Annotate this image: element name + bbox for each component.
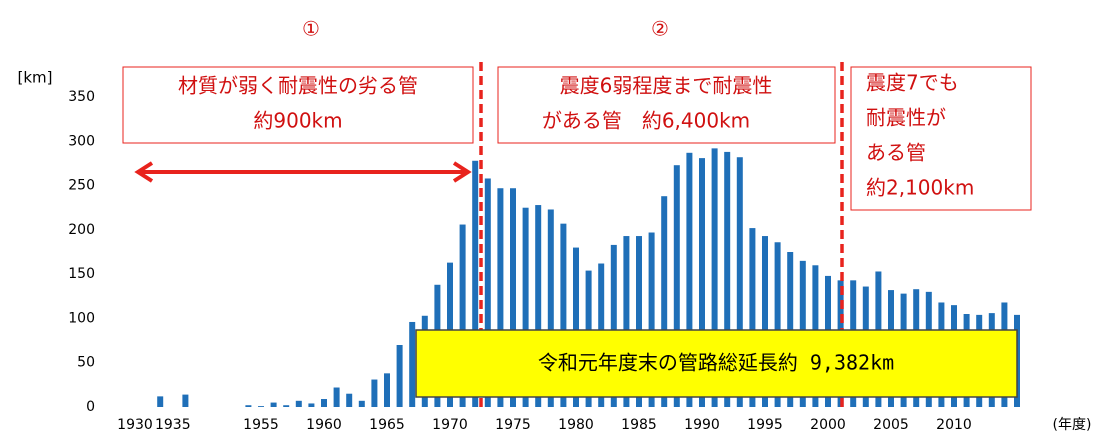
annotation-text: 材質が弱く耐震性の劣る管 — [178, 74, 418, 98]
annotation-text: 震度7でも — [866, 71, 959, 95]
x-tick-label: 1990 — [684, 417, 720, 433]
bar — [346, 393, 353, 407]
annotation-text: 約900km — [253, 109, 342, 133]
bar — [333, 387, 340, 407]
bar — [270, 402, 277, 407]
bar — [497, 188, 504, 407]
y-tick-label: 200 — [68, 222, 95, 238]
bar — [774, 242, 781, 407]
x-tick-label: 1955 — [243, 417, 279, 433]
annotation-box — [850, 66, 1032, 211]
annotation-box — [122, 66, 474, 144]
annotation-text: 耐震性が — [866, 106, 946, 130]
bar — [547, 209, 554, 407]
bar — [661, 196, 668, 407]
bar — [711, 148, 718, 407]
period-label: ② — [651, 17, 669, 41]
total-box — [415, 329, 1018, 398]
total-text: 令和元年度末の管路総延長約 9,382km — [538, 351, 894, 375]
bar — [358, 400, 365, 407]
bar — [736, 157, 743, 407]
x-tick-label: 1960 — [306, 417, 342, 433]
x-tick-label: 1980 — [558, 417, 594, 433]
y-unit: [km] — [17, 69, 52, 87]
x-tick-label: 1975 — [495, 417, 531, 433]
y-tick-label: 300 — [68, 133, 95, 149]
bar — [762, 236, 768, 407]
x-tick-label: 2005 — [873, 417, 909, 433]
bar — [157, 396, 164, 407]
x-tick-label: 2000 — [810, 417, 846, 433]
bar — [283, 405, 290, 407]
annotation-text: がある管 約6,400km — [542, 109, 750, 133]
bar — [510, 188, 516, 407]
y-tick-label: 100 — [68, 310, 95, 326]
x-tick-label: 1970 — [432, 417, 468, 433]
bar — [673, 165, 680, 407]
annotation-text: 震度6弱程度まで耐震性 — [560, 74, 773, 98]
bar — [535, 205, 542, 407]
bar — [308, 403, 315, 407]
bar — [371, 379, 378, 407]
y-tick-label: 350 — [68, 89, 95, 105]
annotation-text: ある管 — [866, 141, 926, 165]
bar — [610, 244, 617, 407]
bar — [724, 151, 731, 407]
bar — [522, 207, 529, 407]
bar — [384, 373, 390, 407]
bar — [258, 406, 264, 407]
bar — [573, 247, 579, 407]
period-label: ① — [302, 17, 320, 41]
bar — [560, 223, 567, 407]
x-tick-label: 1930 — [117, 417, 153, 433]
bar — [648, 232, 655, 407]
annotation-text: 約2,100km — [866, 176, 974, 200]
bar — [699, 158, 705, 407]
x-tick-label: 1935 — [155, 417, 191, 433]
bar — [749, 228, 756, 407]
annotation-box — [497, 66, 836, 144]
bar — [182, 394, 189, 407]
y-tick-label: 50 — [77, 355, 95, 371]
x-tick-label: 1995 — [747, 417, 783, 433]
y-tick-label: 150 — [68, 266, 95, 282]
bar — [484, 178, 491, 407]
bar — [472, 160, 479, 407]
arrow — [134, 161, 472, 183]
x-unit: (年度) — [1053, 417, 1092, 433]
bar — [459, 224, 466, 407]
y-tick-label: 0 — [86, 399, 95, 415]
bar — [623, 236, 630, 407]
y-tick-label: 250 — [68, 178, 95, 194]
bar — [396, 345, 403, 407]
bar — [295, 400, 302, 407]
x-tick-label: 1965 — [369, 417, 405, 433]
bar — [409, 321, 416, 407]
bar — [245, 405, 252, 407]
x-tick-label: 1985 — [621, 417, 657, 433]
bar — [636, 236, 642, 407]
x-tick-label: 2010 — [936, 417, 972, 433]
bar — [686, 152, 693, 407]
bar — [321, 399, 327, 407]
